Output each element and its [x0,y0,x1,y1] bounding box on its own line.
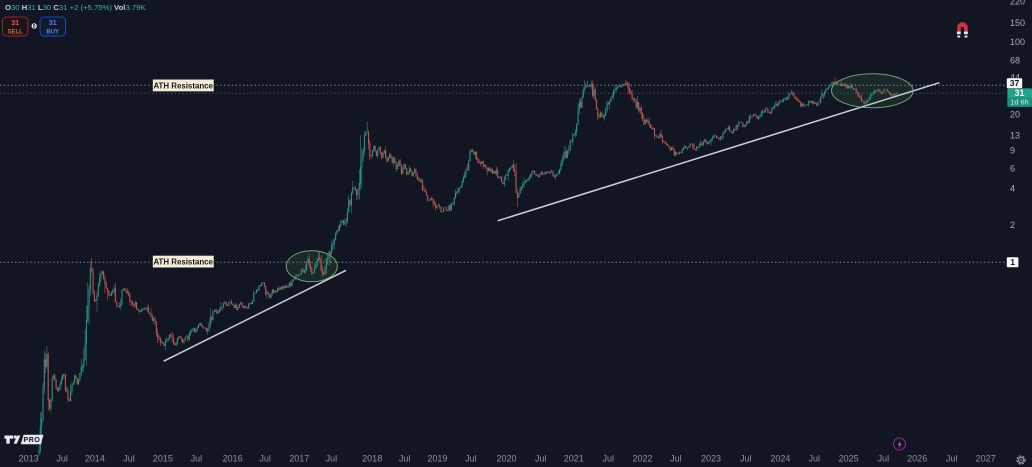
svg-text:100: 100 [1010,37,1025,47]
svg-text:2025: 2025 [839,454,859,464]
svg-text:Jul: Jul [465,454,477,464]
svg-text:Jul: Jul [670,454,682,464]
svg-text:2020: 2020 [496,454,516,464]
svg-text:2019: 2019 [427,454,447,464]
svg-text:ATH Resistance: ATH Resistance [153,258,213,267]
svg-text:2016: 2016 [223,454,243,464]
svg-text:13: 13 [1010,131,1020,141]
svg-text:Jul: Jul [191,454,203,464]
svg-text:2022: 2022 [632,454,652,464]
svg-text:Jul: Jul [808,454,820,464]
svg-text:Jul: Jul [603,454,615,464]
svg-text:Jul: Jul [399,454,411,464]
svg-text:Jul: Jul [123,454,135,464]
svg-text:ATH Resistance: ATH Resistance [153,81,213,90]
svg-text:2024: 2024 [770,454,790,464]
svg-text:31: 31 [1015,88,1025,98]
svg-text:Jul: Jul [56,454,68,464]
svg-text:6: 6 [1010,164,1015,174]
svg-text:BUY: BUY [46,30,59,36]
svg-text:31: 31 [11,18,19,27]
svg-text:2013: 2013 [19,454,39,464]
svg-text:4: 4 [1010,184,1015,194]
svg-text:Jul: Jul [326,454,338,464]
svg-text:2026: 2026 [907,454,927,464]
svg-text:150: 150 [1010,18,1025,28]
svg-text:Jul: Jul [535,454,547,464]
svg-text:SELL: SELL [8,30,24,36]
svg-text:2015: 2015 [153,454,173,464]
svg-text:2014: 2014 [85,454,105,464]
svg-text:2021: 2021 [564,454,584,464]
svg-text:0: 0 [33,24,36,30]
svg-text:20: 20 [1010,110,1020,120]
svg-text:2017: 2017 [289,454,309,464]
svg-text:1: 1 [1010,257,1015,267]
svg-text:2: 2 [1010,220,1015,230]
svg-text:31: 31 [49,18,57,27]
svg-text:2023: 2023 [701,454,721,464]
svg-text:Jul: Jul [878,454,890,464]
svg-text:PRO: PRO [23,435,40,444]
svg-text:220: 220 [1010,0,1025,6]
svg-text:44: 44 [1010,73,1020,83]
svg-text:37: 37 [1010,78,1020,88]
svg-text:Jul: Jul [259,454,271,464]
svg-text:Jul: Jul [946,454,958,464]
svg-text:1d 6h: 1d 6h [1010,98,1028,107]
svg-text:68: 68 [1010,56,1020,66]
svg-text:Jul: Jul [740,454,752,464]
svg-text:O30 H31 L30 C31 +2 (+5.75%) Vo: O30 H31 L30 C31 +2 (+5.75%) Vol3.79K [5,3,146,12]
svg-text:2027: 2027 [976,454,996,464]
svg-text:9: 9 [1010,146,1015,156]
svg-text:2018: 2018 [362,454,382,464]
